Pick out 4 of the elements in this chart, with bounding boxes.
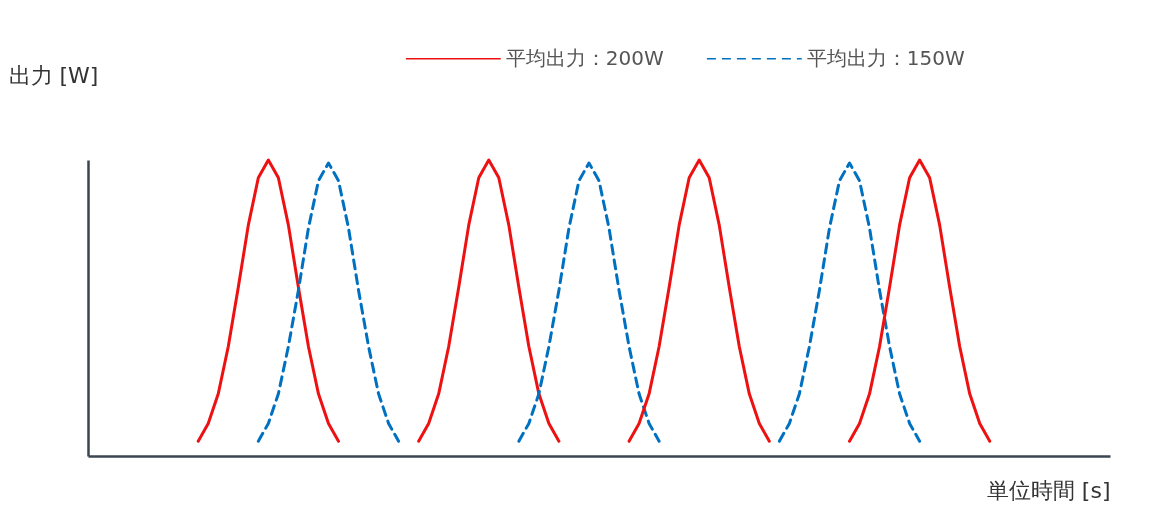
y-axis-title: 出力 [W] [8,62,99,88]
legend-label: 平均出力：200W [505,45,664,70]
legend-label: 平均出力：150W [806,45,965,70]
x-axis-title: 単位時間 [s] [986,477,1111,503]
